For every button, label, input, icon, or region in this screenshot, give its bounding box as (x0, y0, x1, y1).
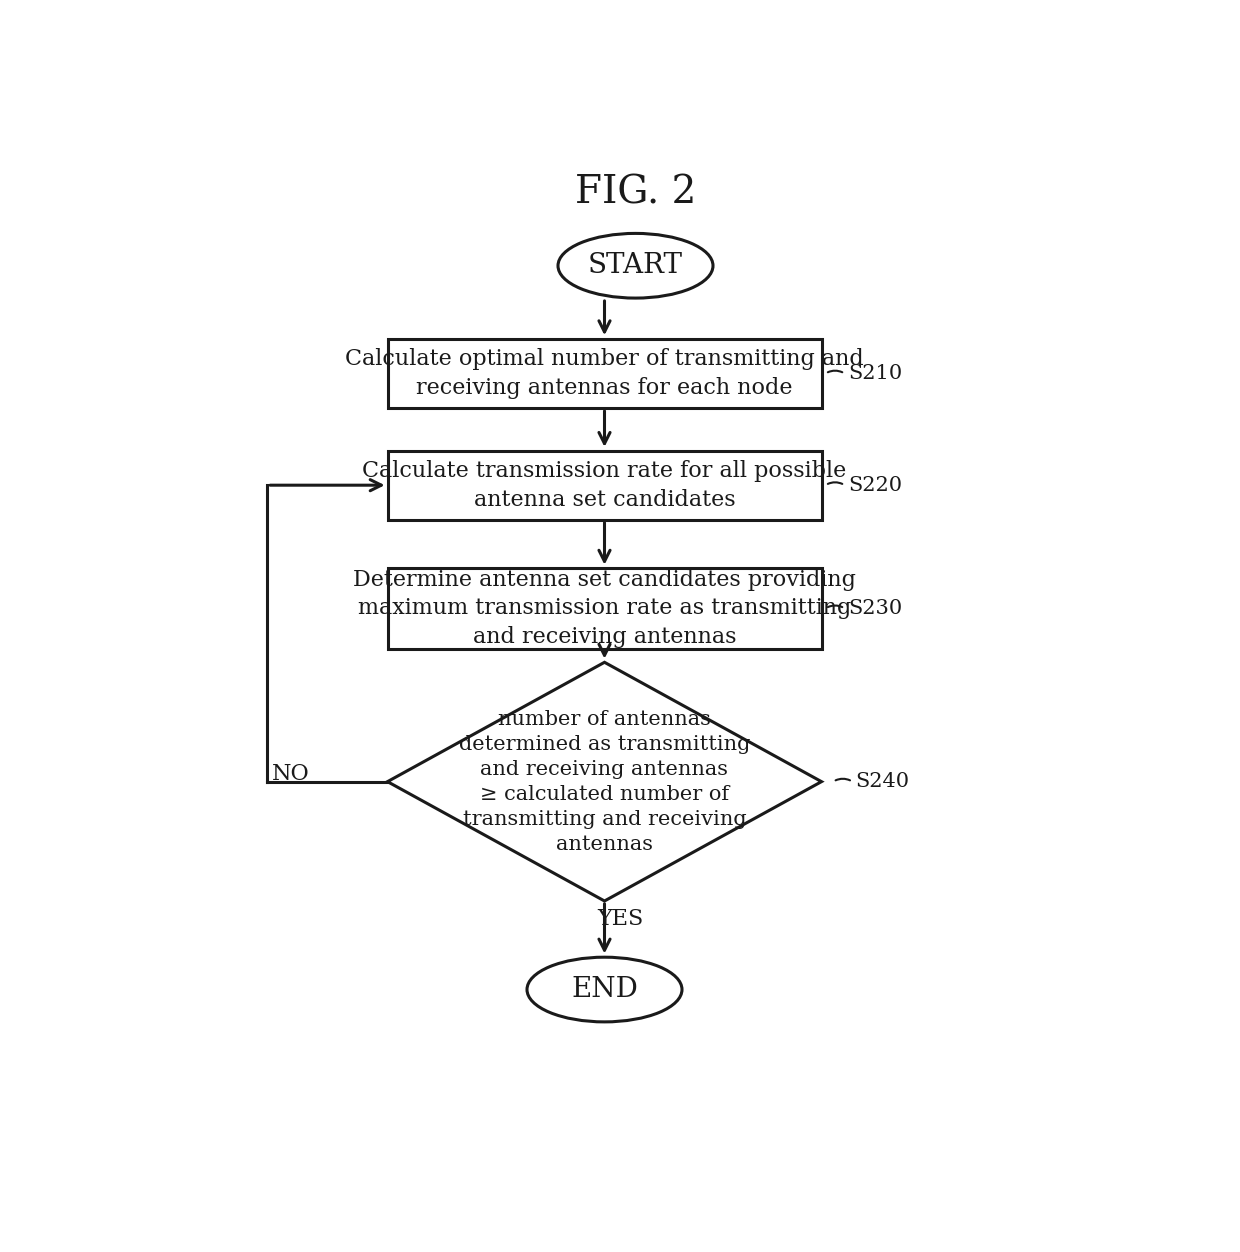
Text: FIG. 2: FIG. 2 (575, 174, 696, 212)
Text: S210: S210 (848, 364, 903, 383)
Text: NO: NO (272, 762, 310, 785)
Text: number of antennas
determined as transmitting
and receiving antennas
≥ calculate: number of antennas determined as transmi… (459, 710, 750, 854)
FancyBboxPatch shape (387, 568, 821, 649)
Text: Determine antenna set candidates providing
maximum transmission rate as transmit: Determine antenna set candidates providi… (353, 568, 856, 649)
Text: YES: YES (596, 908, 644, 930)
Ellipse shape (527, 958, 682, 1022)
Text: Calculate transmission rate for all possible
antenna set candidates: Calculate transmission rate for all poss… (362, 459, 847, 511)
Text: S240: S240 (856, 772, 910, 791)
Text: START: START (588, 252, 683, 279)
Text: S230: S230 (848, 598, 903, 618)
Text: Calculate optimal number of transmitting and
receiving antennas for each node: Calculate optimal number of transmitting… (345, 348, 864, 399)
Text: END: END (572, 977, 637, 1003)
Ellipse shape (558, 233, 713, 298)
Polygon shape (387, 662, 821, 901)
Text: S220: S220 (848, 476, 901, 495)
FancyBboxPatch shape (387, 339, 821, 408)
FancyBboxPatch shape (387, 451, 821, 520)
